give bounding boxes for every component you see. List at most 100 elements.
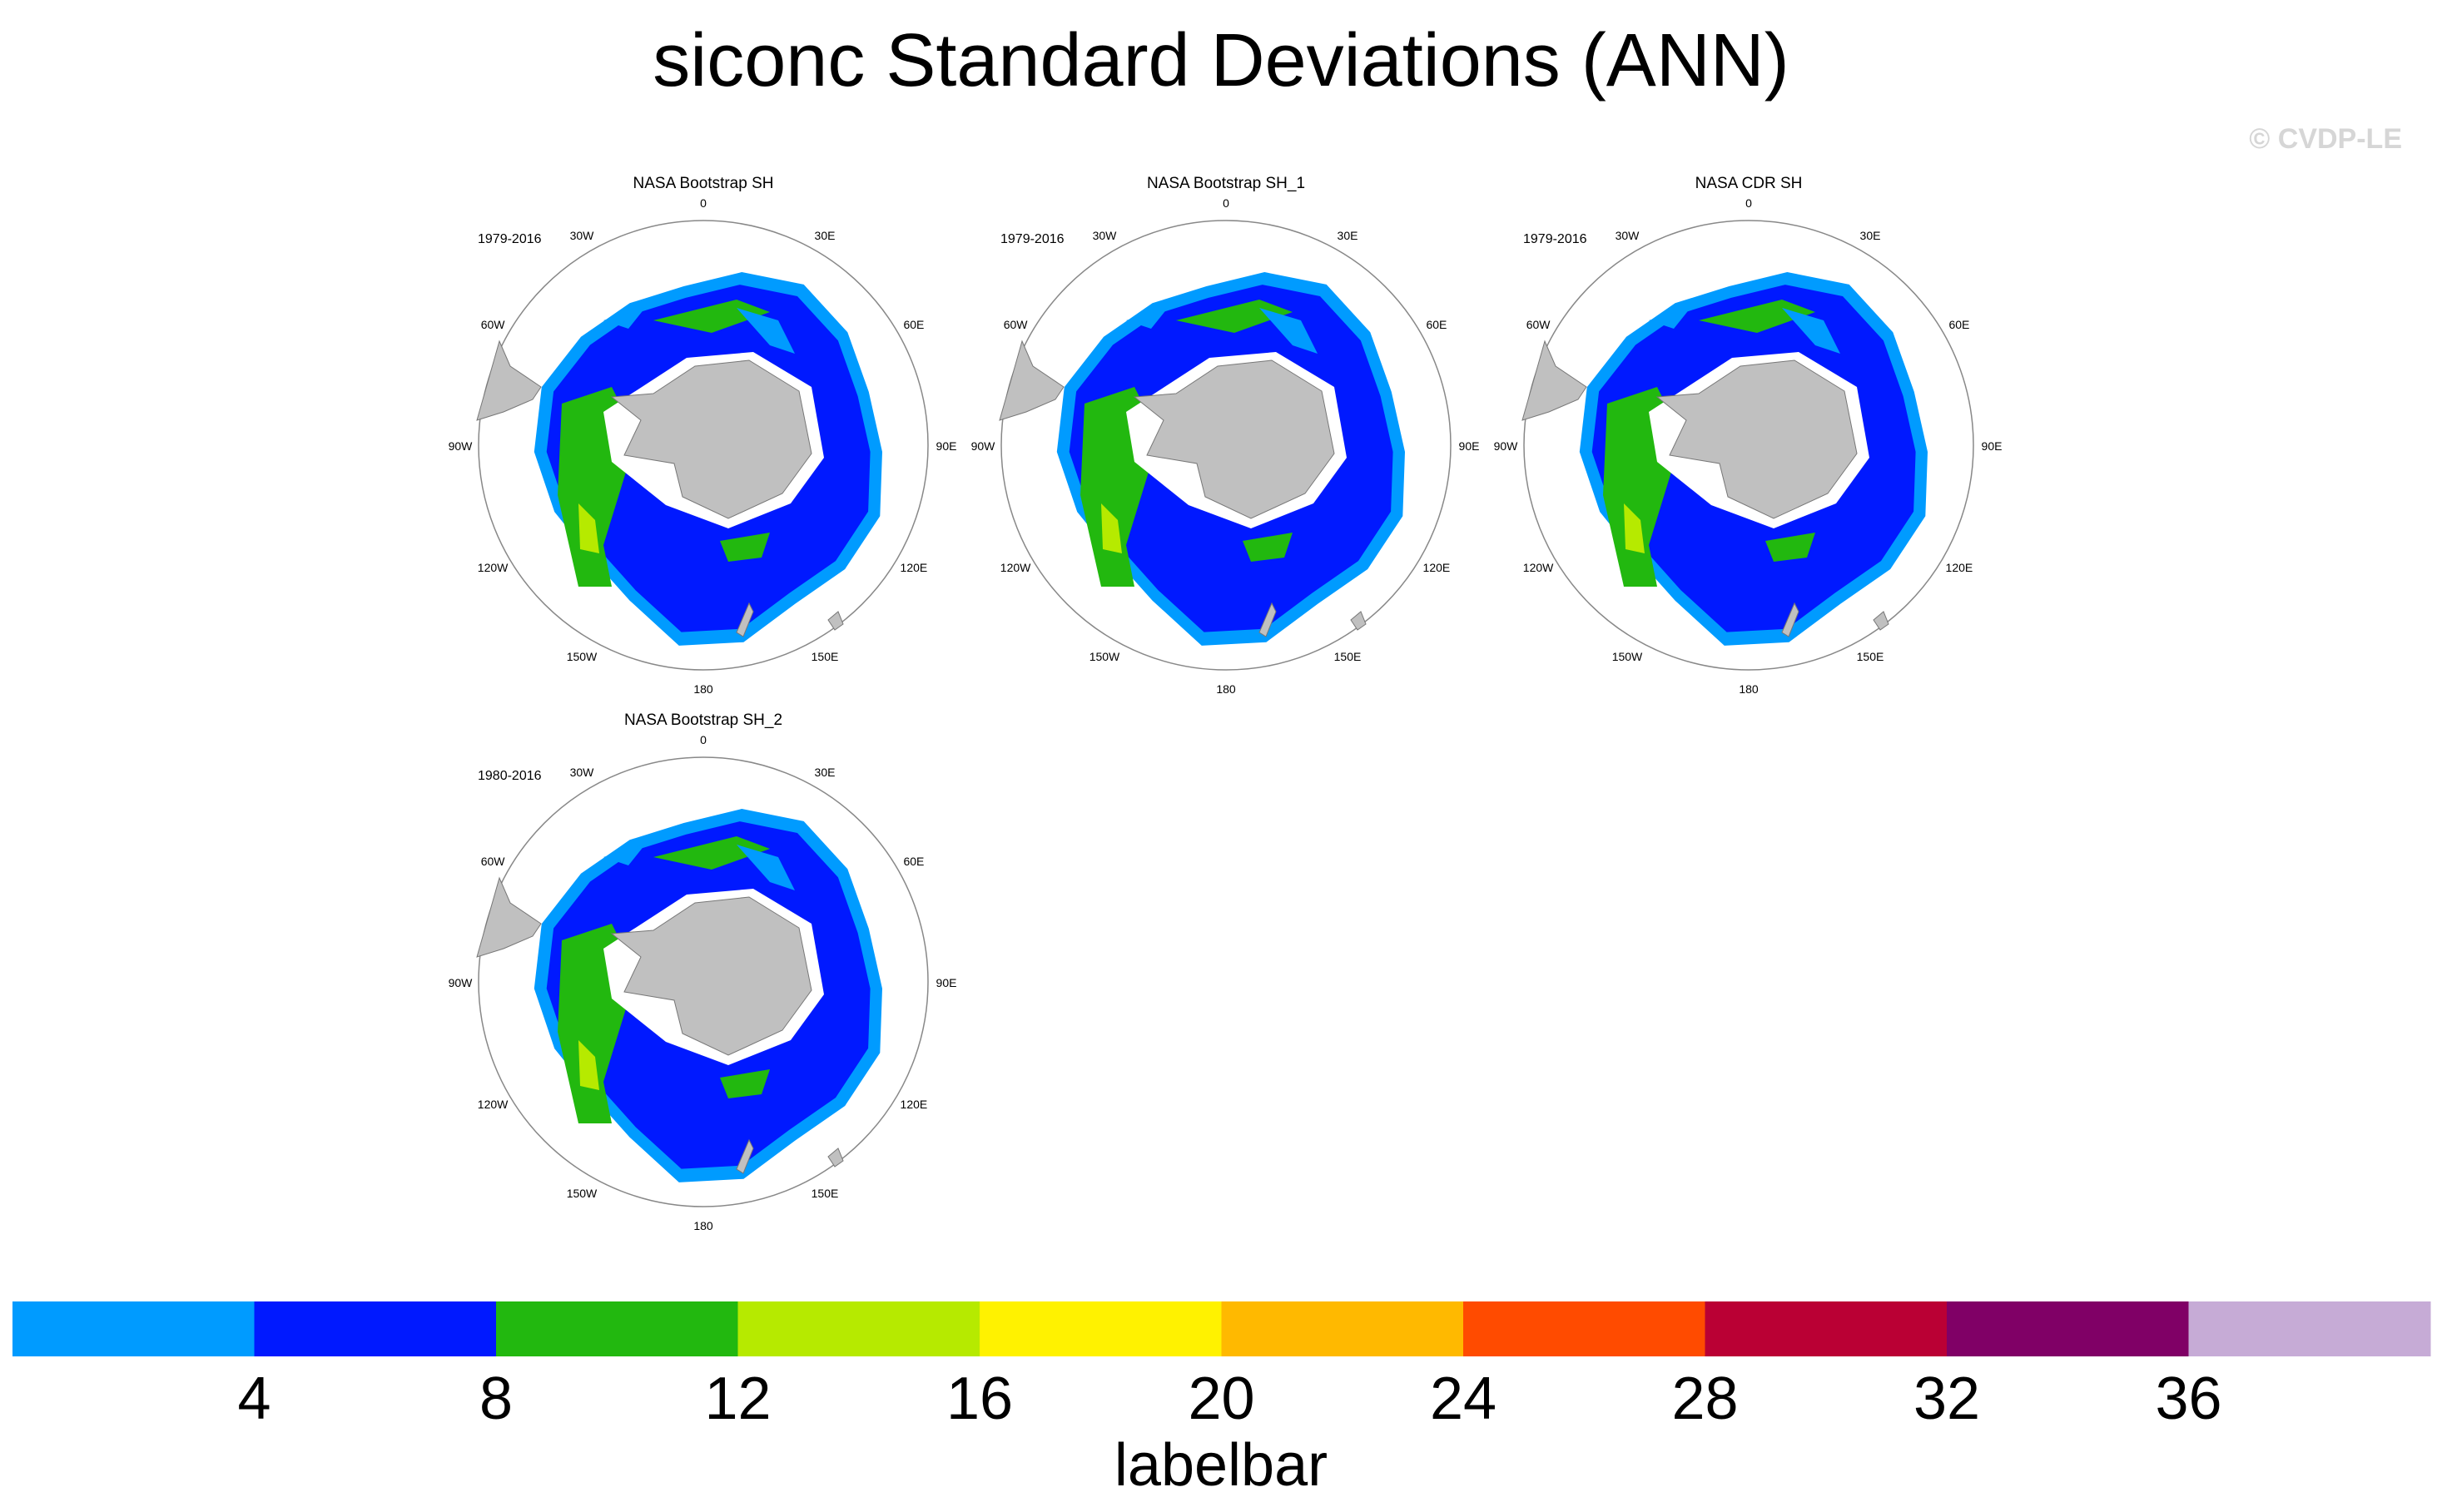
longitude-label: 180 xyxy=(693,1219,713,1232)
longitude-label: 150W xyxy=(567,650,598,663)
map-panel: NASA Bootstrap SH 1979-2016 0 30E 60E 90E 120E… xyxy=(441,166,965,707)
longitude-label: 90W xyxy=(971,439,996,453)
tasmania-landmass xyxy=(1350,611,1367,631)
ice-band-8-12 xyxy=(653,300,770,333)
longitude-label: 120W xyxy=(1523,561,1554,574)
ice-band-0-4 xyxy=(1126,308,1168,329)
longitude-label: 150E xyxy=(1857,650,1884,663)
ice-band-8-12 xyxy=(720,533,770,562)
longitude-label: 90W xyxy=(1494,439,1519,453)
labelbar-swatch xyxy=(12,1301,255,1356)
ice-band-8-12 xyxy=(653,836,770,870)
ice-band-8-12 xyxy=(1176,300,1293,333)
ice-band-0-4 xyxy=(737,845,795,890)
longitude-label: 0 xyxy=(700,196,707,210)
figure-title: siconc Standard Deviations (ANN) xyxy=(653,19,1789,102)
ice-band-12-16 xyxy=(1624,503,1645,553)
polar-map: NASA Bootstrap SH_1 1979-2016 0 30E 60E 90E 12… xyxy=(971,175,1480,696)
longitude-label: 120W xyxy=(478,1098,509,1111)
longitude-label: 90E xyxy=(936,439,957,453)
panel-years: 1979-2016 xyxy=(1000,232,1065,246)
panel-title: NASA Bootstrap SH xyxy=(633,175,774,192)
longitude-label: 150E xyxy=(812,1187,839,1200)
ice-band-8-12 xyxy=(720,1069,770,1098)
longitude-label: 180 xyxy=(693,682,713,696)
labelbar-swatch xyxy=(496,1301,738,1356)
longitude-label: 150W xyxy=(1089,650,1120,663)
panel-years: 1979-2016 xyxy=(478,232,542,246)
ice-band-0-4 xyxy=(1782,308,1840,354)
longitude-label: 90E xyxy=(1982,439,2003,453)
longitude-label: 0 xyxy=(1745,196,1752,210)
labelbar-tick-label: 4 xyxy=(237,1366,271,1432)
longitude-label: 60E xyxy=(903,855,924,868)
antarctica-landmass xyxy=(610,359,812,519)
longitude-label: 60E xyxy=(1948,318,1969,331)
longitude-label: 150W xyxy=(1612,650,1643,663)
labelbar-swatch xyxy=(980,1301,1222,1356)
longitude-label: 120E xyxy=(901,561,928,574)
ice-band-0-4 xyxy=(1259,308,1318,354)
longitude-label: 90W xyxy=(449,439,474,453)
longitude-label: 30W xyxy=(570,766,595,779)
longitude-label: 180 xyxy=(1739,682,1759,696)
ice-band-12-16 xyxy=(578,1040,599,1090)
tasmania-landmass xyxy=(1873,611,1889,631)
new-zealand-landmass xyxy=(736,1138,754,1174)
longitude-label: 60E xyxy=(903,318,924,331)
labelbar-tick-label: 28 xyxy=(1671,1366,1738,1432)
ice-band-0-4 xyxy=(737,308,795,354)
antarctica-landmass xyxy=(1655,359,1858,519)
longitude-label: 150E xyxy=(1334,650,1362,663)
longitude-label: 30E xyxy=(815,229,836,242)
labelbar-tick-label: 8 xyxy=(479,1366,513,1432)
map-panel: NASA Bootstrap SH_1 1979-2016 0 30E 60E 90E 12… xyxy=(964,166,1488,707)
labelbar: 4 8 12 16 20 24 28 32 36 labelbar xyxy=(12,1301,2431,1499)
new-zealand-landmass xyxy=(1781,602,1799,637)
labelbar-tick-label: 12 xyxy=(704,1366,771,1432)
longitude-label: 30E xyxy=(1860,229,1881,242)
labelbar-tick-label: 16 xyxy=(946,1366,1013,1432)
new-zealand-landmass xyxy=(1258,602,1277,637)
labelbar-tick-label: 20 xyxy=(1188,1366,1254,1432)
labelbar-swatch xyxy=(1705,1301,1948,1356)
longitude-label: 180 xyxy=(1216,682,1236,696)
labelbar-tick-label: 36 xyxy=(2155,1366,2221,1432)
longitude-label: 60W xyxy=(481,318,506,331)
tasmania-landmass xyxy=(827,611,844,631)
watermark: © CVDP-LE xyxy=(2249,123,2402,155)
tasmania-landmass xyxy=(827,1148,844,1167)
longitude-label: 120E xyxy=(901,1098,928,1111)
panel-years: 1979-2016 xyxy=(1523,232,1587,246)
longitude-label: 90E xyxy=(1459,439,1480,453)
antarctica-landmass xyxy=(610,896,812,1056)
panel-title: NASA CDR SH xyxy=(1695,175,1803,192)
labelbar-swatch xyxy=(1947,1301,2189,1356)
longitude-label: 30W xyxy=(1093,229,1118,242)
map-panel: NASA Bootstrap SH_2 1980-2016 0 30E 60E 90E 12… xyxy=(441,703,965,1244)
labelbar-swatch xyxy=(1221,1301,1464,1356)
ice-band-8-12 xyxy=(1765,533,1815,562)
labelbar-swatch xyxy=(737,1301,980,1356)
south-america-landmass xyxy=(999,340,1065,421)
longitude-label: 120W xyxy=(1000,561,1031,574)
ice-band-12-16 xyxy=(578,503,599,553)
ice-band-0-4 xyxy=(603,845,645,865)
ice-band-8-12 xyxy=(1699,300,1815,333)
south-america-landmass xyxy=(476,340,542,421)
longitude-label: 60W xyxy=(481,855,506,868)
longitude-label: 90W xyxy=(449,976,474,989)
longitude-label: 90E xyxy=(936,976,957,989)
longitude-label: 120E xyxy=(1423,561,1451,574)
labelbar-tick-label: 32 xyxy=(1913,1366,1980,1432)
south-america-landmass xyxy=(476,876,542,958)
longitude-label: 120E xyxy=(1946,561,1973,574)
new-zealand-landmass xyxy=(736,602,754,637)
map-panel: NASA CDR SH 1979-2016 0 30E 60E 90E 120E 150E 18… xyxy=(1487,166,2011,707)
ice-band-12-16 xyxy=(1101,503,1122,553)
polar-map: NASA Bootstrap SH_2 1980-2016 0 30E 60E 90E 12… xyxy=(449,711,957,1232)
labelbar-swatch xyxy=(1463,1301,1705,1356)
longitude-label: 30E xyxy=(1338,229,1358,242)
longitude-label: 60W xyxy=(1526,318,1551,331)
longitude-label: 0 xyxy=(700,733,707,746)
